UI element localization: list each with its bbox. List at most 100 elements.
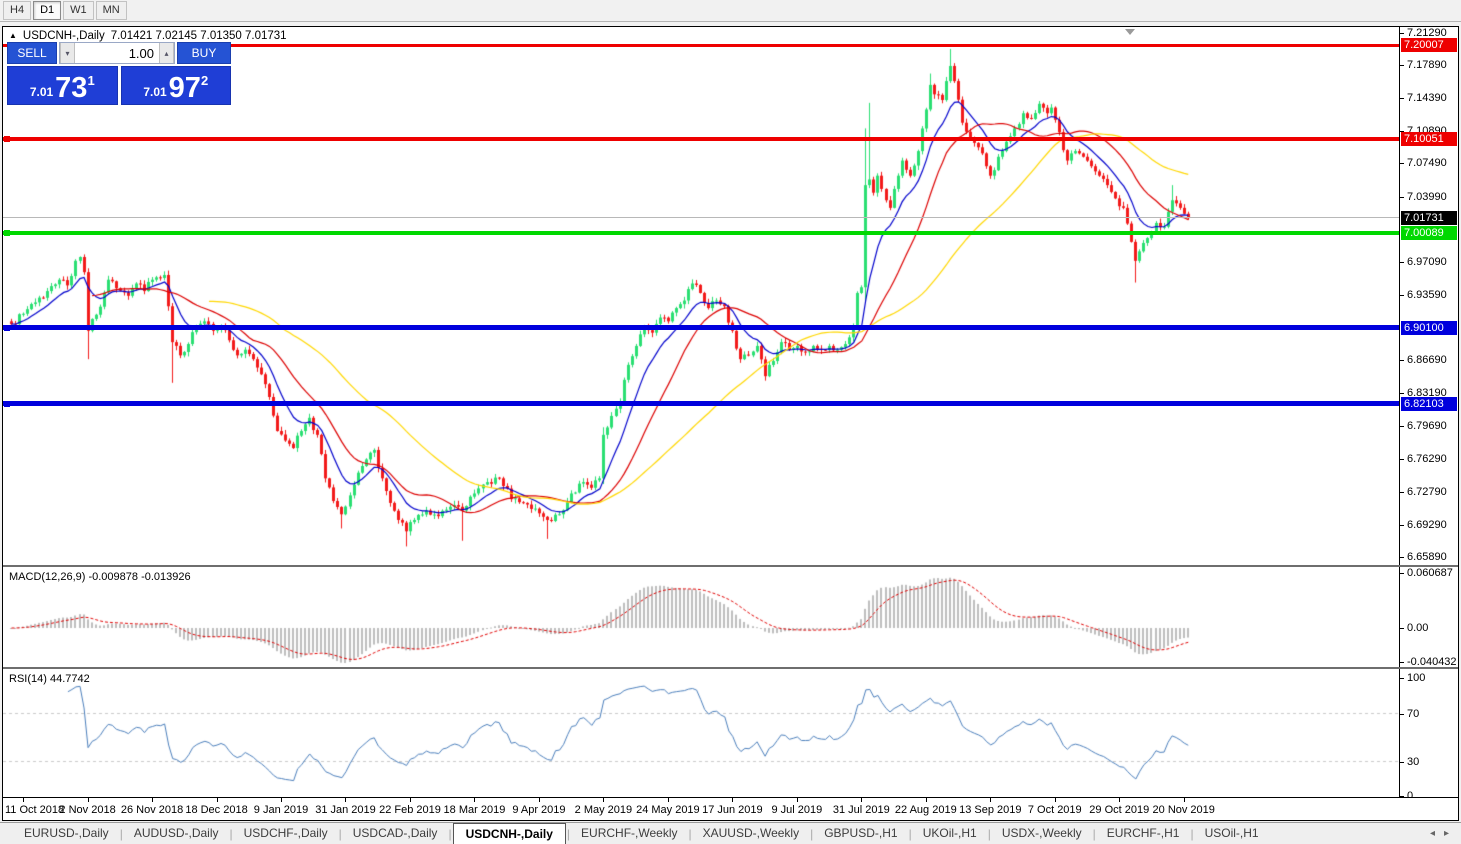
price-scale: 7.21290 7.17890 7.14390 7.10890 7.07490 7.039… [1399,27,1458,802]
chart-tab-USDCAD-Daily[interactable]: USDCAD-,Daily [352,826,438,840]
panel-splitter[interactable] [3,667,1458,669]
horizontal-line-6.82103[interactable] [3,401,1399,407]
time-tick [345,798,347,802]
volume-dropdown-button[interactable]: ▾ [60,43,75,63]
chart-tab-USDCNH-Daily[interactable]: USDCNH-,Daily [452,823,566,844]
panel-splitter[interactable] [3,565,1458,567]
horizontal-line-7.20007[interactable] [3,43,1399,47]
tab-scroll-controls: ◂ ▸ [1430,823,1461,844]
time-axis-label: 2 May 2019 [574,804,633,816]
scale-tick [1400,796,1404,797]
timeframe-toolbar: H4 D1 W1 MN [0,0,1461,22]
collapse-triangle-icon[interactable]: ▲ [9,31,17,40]
caret-up-icon: ▴ [164,48,169,58]
tab-scroll-right-button[interactable]: ▸ [1443,828,1449,839]
scale-label: 7.14390 [1407,92,1447,104]
chart-objects-layer [3,27,1399,565]
tab-separator: | [1190,826,1194,841]
ohlc-values: 7.01421 7.02145 7.01350 7.01731 [110,30,287,42]
volume-input[interactable]: 1.00 [128,46,154,61]
timeframe-button-MN[interactable]: MN [95,1,127,20]
chart-tab-UKOil-H1[interactable]: UKOil-,H1 [922,826,977,840]
tab-scroll-left-button[interactable]: ◂ [1429,828,1435,839]
price-chart-canvas[interactable] [3,27,1399,565]
buy-button[interactable]: BUY [177,42,231,64]
scale-label: 6.83190 [1407,387,1447,399]
price-badge-6.90100: 6.90100 [1401,321,1457,335]
horizontal-line-7.01731[interactable] [3,217,1399,219]
scale-tick [1400,492,1404,493]
chart-shift-marker-icon[interactable] [1125,29,1135,35]
sell-price-box[interactable]: 7.01 73 1 [7,66,118,105]
sell-price-big: 73 [55,72,88,104]
horizontal-line-7.00089[interactable] [3,231,1399,236]
time-tick [861,798,863,802]
tab-separator: | [448,826,452,841]
sell-button[interactable]: SELL [7,42,57,64]
time-tick [603,798,605,802]
chart-tab-EURCHF-Weekly[interactable]: EURCHF-,Weekly [581,826,678,840]
scale-label: 0.00 [1407,622,1429,634]
chart-tab-USDX-Weekly[interactable]: USDX-,Weekly [1001,826,1082,840]
timeframe-button-D1[interactable]: D1 [33,1,62,20]
scale-label: 7.21290 [1407,27,1447,39]
scale-tick [1400,714,1404,715]
macd-panel-canvas[interactable] [3,567,1399,667]
rsi-panel-canvas[interactable] [3,669,1399,797]
scale-label: 6.97090 [1407,256,1447,268]
scale-tick [1400,662,1404,663]
line-handle[interactable] [4,230,10,237]
scale-tick [1400,557,1404,558]
tab-separator: | [229,826,233,841]
time-axis-label: 31 Jan 2019 [315,804,376,816]
time-tick [409,798,411,802]
time-tick [732,798,734,802]
time-axis-label: 9 Apr 2019 [512,804,566,816]
price-badge-7.01731: 7.01731 [1401,211,1457,225]
timeframe-button-W1[interactable]: W1 [63,1,94,20]
chart-tab-AUDUSD-Daily[interactable]: AUDUSD-,Daily [133,826,219,840]
scale-label: 30 [1407,756,1420,768]
chart-tab-EURUSD-Daily[interactable]: EURUSD-,Daily [24,826,109,840]
chart-tab-USOil-H1[interactable]: USOil-,H1 [1204,826,1259,840]
tab-separator: | [338,826,342,841]
scale-label: 6.69290 [1407,519,1447,531]
scale-label: 0.060687 [1407,567,1453,579]
buy-price-sup: 2 [200,73,209,88]
time-tick [538,798,540,802]
line-handle[interactable] [4,136,10,143]
scale-tick [1400,65,1404,66]
scale-tick [1400,197,1404,198]
buy-price-box[interactable]: 7.01 97 2 [120,66,231,105]
time-tick [796,798,798,802]
chart-title: ▲ USDCNH-,Daily 7.01421 7.02145 7.01350 … [9,30,287,42]
chart-tab-XAUUSD-Weekly[interactable]: XAUUSD-,Weekly [702,826,800,840]
time-tick [216,798,218,802]
scale-label: 6.86690 [1407,354,1447,366]
time-axis-label: 18 Dec 2018 [185,804,248,816]
time-tick [1119,798,1121,802]
time-axis-label: 20 Nov 2019 [1152,804,1215,816]
scale-tick [1400,762,1404,763]
time-axis-label: 13 Sep 2019 [959,804,1022,816]
volume-increment-button[interactable]: ▴ [159,43,174,63]
time-tick [474,798,476,802]
scale-label: 7.07490 [1407,157,1447,169]
tab-separator: | [688,826,692,841]
chart-tab-USDCHF-Daily[interactable]: USDCHF-,Daily [243,826,328,840]
chart-tab-EURCHF-H1[interactable]: EURCHF-,H1 [1106,826,1180,840]
timeframe-button-H4[interactable]: H4 [3,1,32,20]
horizontal-line-6.90100[interactable] [3,325,1399,331]
line-handle[interactable] [4,400,10,407]
scale-label: -0.040432 [1407,656,1457,668]
time-tick [152,798,154,802]
scale-tick [1400,163,1404,164]
scale-label: 6.79690 [1407,420,1447,432]
scale-label: 0 [1407,790,1414,802]
line-handle[interactable] [4,324,10,331]
horizontal-line-7.10051[interactable] [3,137,1399,142]
scale-label: 6.72790 [1407,486,1447,498]
price-badge-7.10051: 7.10051 [1401,132,1457,146]
time-axis: 11 Oct 2018 2 Nov 2018 26 Nov 2018 18 Dec 2… [3,797,1458,820]
chart-tab-GBPUSD-H1[interactable]: GBPUSD-,H1 [824,826,898,840]
